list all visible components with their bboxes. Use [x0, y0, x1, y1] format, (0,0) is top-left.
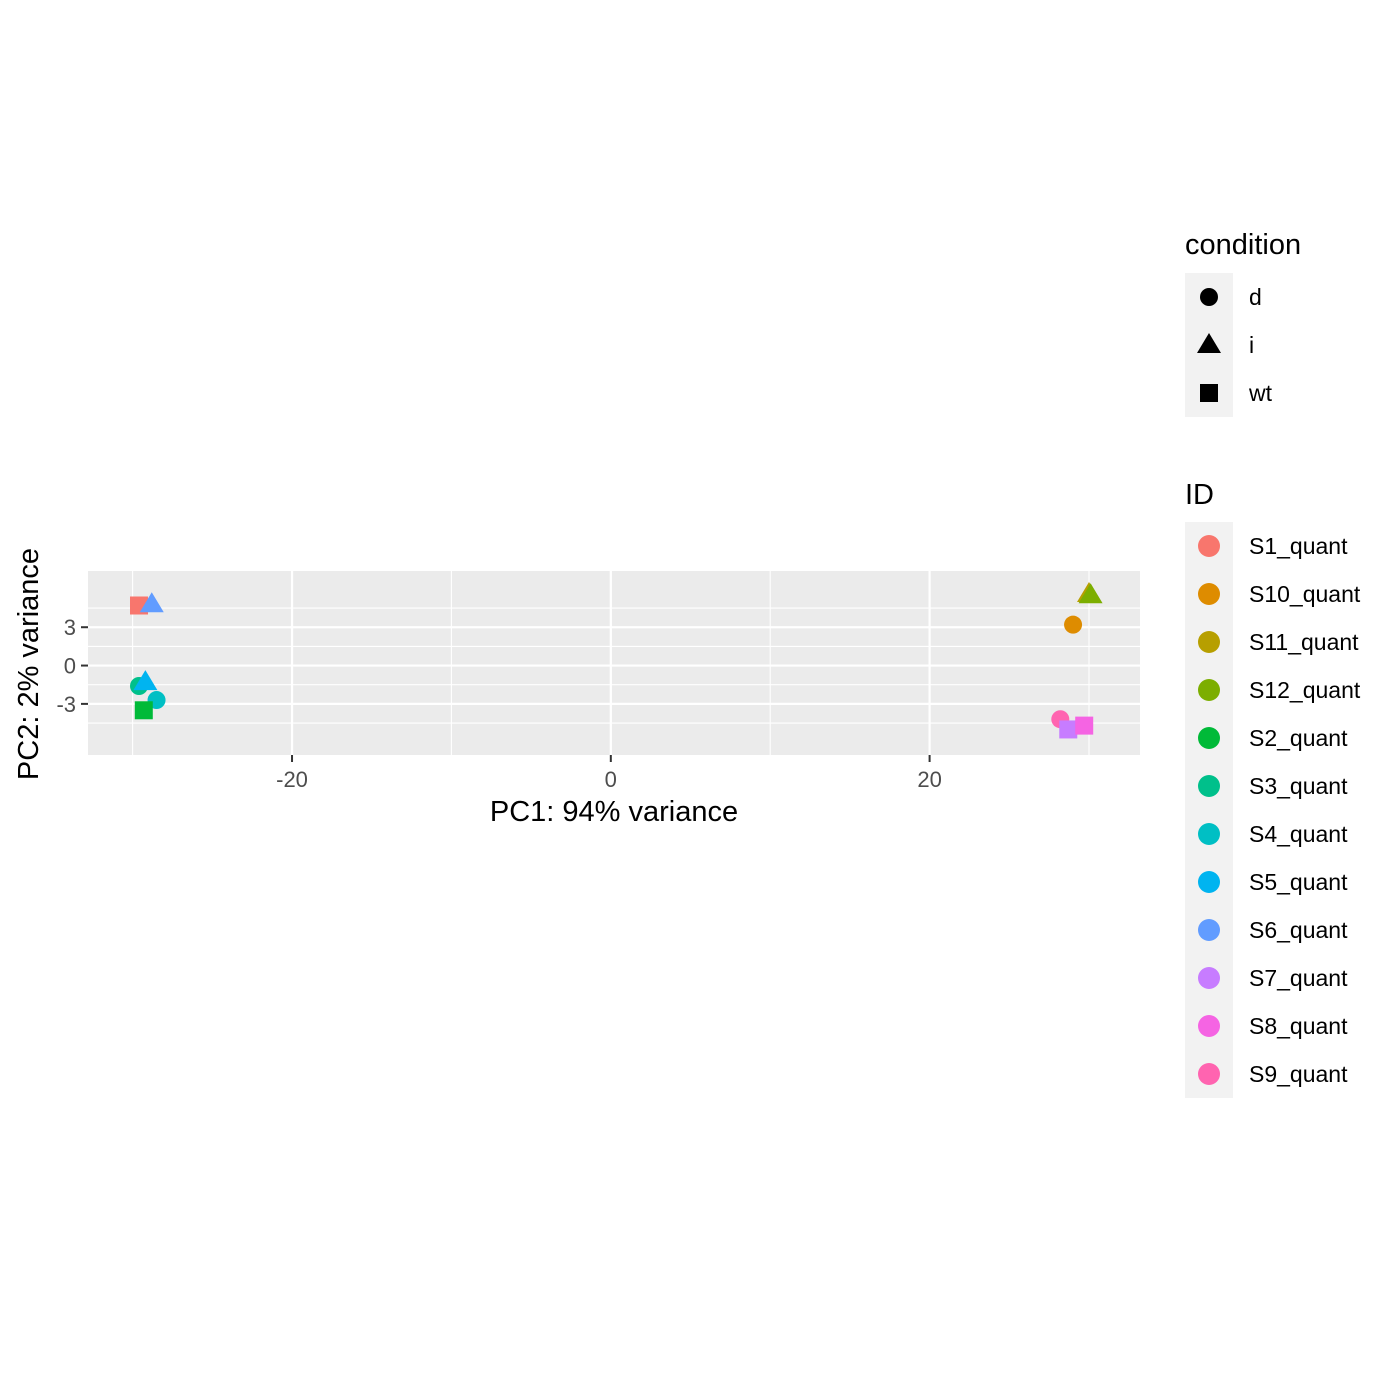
legend-key-i	[1197, 333, 1221, 353]
legend-key-s4-quant	[1198, 823, 1220, 845]
point-s5-quant	[133, 670, 158, 691]
legend-condition: di wt	[1197, 284, 1273, 406]
legend-key-d	[1200, 288, 1218, 306]
point-s6-quant	[139, 592, 164, 613]
legend-key-s6-quant	[1198, 919, 1220, 941]
x-tick-label: 20	[917, 767, 941, 792]
legend-key-s10-quant	[1198, 583, 1220, 605]
legend-label-s8-quant: S8_quant	[1249, 1013, 1348, 1039]
x-tick-label: 0	[605, 767, 617, 792]
legend-id-keys-bg	[1185, 522, 1233, 1098]
legend-key-s2-quant	[1198, 727, 1220, 749]
point-s7-quant	[1059, 720, 1078, 739]
y-axis-title: PC2: 2% variance	[13, 548, 45, 780]
x-tick-label: -20	[276, 767, 308, 792]
axes: -20 0 20 -3 0 3	[56, 615, 941, 792]
legend-condition-title: condition	[1185, 229, 1301, 261]
legend-label-s5-quant: S5_quant	[1249, 869, 1348, 895]
legend-key-s8-quant	[1198, 1015, 1220, 1037]
legend-label-s4-quant: S4_quant	[1249, 821, 1348, 847]
y-tick-label: -3	[56, 692, 76, 717]
legend-key-s9-quant	[1198, 1063, 1220, 1085]
point-s12-quant	[1078, 583, 1103, 604]
legend-label-s7-quant: S7_quant	[1249, 965, 1348, 991]
legend-label-d: d	[1249, 284, 1262, 310]
x-axis-title: PC1: 94% variance	[490, 796, 738, 828]
point-s10-quant	[1064, 615, 1083, 634]
legend-label-s6-quant: S6_quant	[1249, 917, 1348, 943]
legend-id: S1_quant S10_quant S11_quant S12_quant S2_qu…	[1198, 533, 1361, 1087]
legend-key-s12-quant	[1198, 679, 1220, 701]
legend-key-wt	[1200, 384, 1218, 402]
legend-key-s7-quant	[1198, 967, 1220, 989]
y-tick-label: 0	[64, 654, 76, 679]
legend-key-s11-quant	[1198, 631, 1220, 653]
major-gridlines	[88, 571, 1140, 755]
data-points	[130, 582, 1103, 739]
legend-label-s9-quant: S9_quant	[1249, 1061, 1348, 1087]
legend-id-title: ID	[1185, 479, 1214, 511]
plot-panel	[88, 571, 1140, 755]
point-s2-quant	[134, 701, 153, 720]
minor-gridlines	[88, 571, 1140, 755]
legend-key-s3-quant	[1198, 775, 1220, 797]
legend-key-s5-quant	[1198, 871, 1220, 893]
legend-label-s10-quant: S10_quant	[1249, 581, 1361, 607]
legend-label-s11-quant: S11_quant	[1249, 629, 1359, 655]
legend-label-s2-quant: S2_quant	[1249, 725, 1348, 751]
legend-label-wt: wt	[1248, 380, 1273, 406]
legend-label-i: i	[1249, 332, 1254, 358]
y-tick-label: 3	[64, 615, 76, 640]
legend-key-s1-quant	[1198, 535, 1220, 557]
point-s8-quant	[1075, 716, 1094, 735]
legend-label-s3-quant: S3_quant	[1249, 773, 1348, 799]
legend-label-s12-quant: S12_quant	[1249, 677, 1361, 703]
legend-label-s1-quant: S1_quant	[1249, 533, 1348, 559]
